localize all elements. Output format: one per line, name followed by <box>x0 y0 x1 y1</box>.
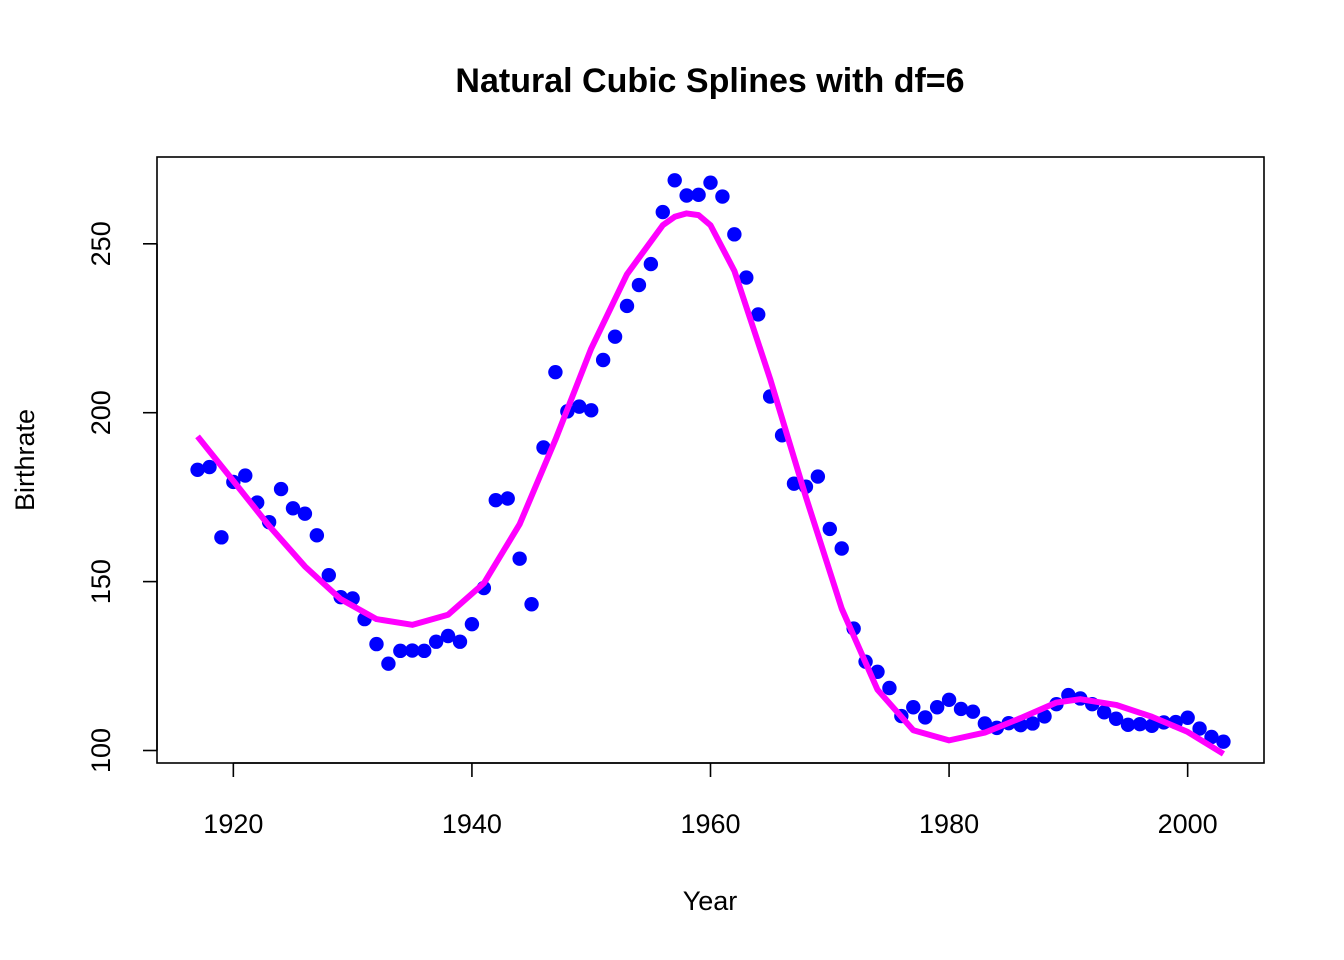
data-point <box>1037 709 1052 724</box>
data-point <box>297 506 313 521</box>
data-point <box>548 364 563 380</box>
data-point <box>810 469 826 484</box>
data-point <box>417 643 432 659</box>
data-point <box>393 643 408 659</box>
data-point <box>1132 716 1148 732</box>
data-point <box>1180 710 1195 725</box>
data-point <box>1216 734 1231 749</box>
y-tick-label: 100 <box>86 728 116 773</box>
data-point <box>273 481 289 497</box>
data-point <box>703 175 718 190</box>
data-point <box>643 256 659 272</box>
data-point <box>202 459 217 475</box>
y-axis-label: Birthrate <box>10 409 40 511</box>
data-point <box>691 187 706 203</box>
data-point <box>882 680 897 696</box>
data-point <box>786 476 802 491</box>
x-axis: 1920 1940 1960 1980 2000 <box>203 762 1218 839</box>
data-point <box>739 270 754 285</box>
y-axis: 100 150 200 250 <box>86 221 158 773</box>
data-point <box>655 204 670 220</box>
data-point <box>941 692 957 708</box>
data-point <box>584 403 599 418</box>
data-point <box>488 493 503 508</box>
chart-title: Natural Cubic Splines with df=6 <box>455 62 964 100</box>
data-point <box>512 551 527 566</box>
data-point <box>572 399 587 414</box>
x-tick-label: 2000 <box>1158 809 1218 839</box>
data-point <box>321 567 336 583</box>
data-point <box>619 298 635 314</box>
x-tick-label: 1960 <box>680 809 740 839</box>
data-point <box>631 277 647 293</box>
data-point <box>428 634 444 649</box>
data-point <box>679 188 694 203</box>
spline-fit-line <box>195 210 1226 757</box>
data-point <box>381 656 396 671</box>
y-tick-label: 200 <box>86 390 116 435</box>
data-point <box>977 716 993 731</box>
data-point <box>1144 718 1160 734</box>
data-point <box>965 704 981 719</box>
y-tick-label: 250 <box>86 221 116 266</box>
data-point <box>500 491 515 506</box>
data-point <box>929 700 945 715</box>
data-point <box>1204 729 1219 745</box>
data-point <box>190 462 205 477</box>
data-point <box>369 636 384 652</box>
x-tick-label: 1920 <box>203 809 263 839</box>
data-point <box>834 541 849 556</box>
data-point <box>822 521 837 537</box>
data-point <box>536 440 551 455</box>
data-point <box>667 173 682 188</box>
data-point <box>524 597 539 612</box>
data-point <box>607 329 623 344</box>
y-tick-label: 150 <box>86 559 116 604</box>
data-point <box>1096 705 1112 720</box>
data-point <box>440 628 456 644</box>
x-tick-label: 1940 <box>442 809 502 839</box>
x-tick-label: 1980 <box>919 809 979 839</box>
data-point <box>309 528 325 543</box>
data-point <box>238 468 253 483</box>
data-point <box>918 710 933 725</box>
data-point <box>1192 721 1207 736</box>
data-point <box>595 352 611 368</box>
plot-area <box>190 173 1231 757</box>
x-axis-label: Year <box>683 886 738 916</box>
data-point <box>751 307 766 322</box>
data-point <box>953 701 969 717</box>
data-point <box>405 643 420 658</box>
data-point <box>727 227 742 242</box>
data-point <box>1025 716 1040 731</box>
data-point <box>715 189 730 204</box>
data-point <box>906 700 921 715</box>
data-point <box>1108 711 1124 726</box>
data-point <box>214 530 229 545</box>
data-point <box>452 634 468 649</box>
data-point <box>464 616 480 632</box>
data-point <box>1120 717 1136 733</box>
data-point <box>285 501 301 516</box>
plot-frame <box>156 156 1265 764</box>
